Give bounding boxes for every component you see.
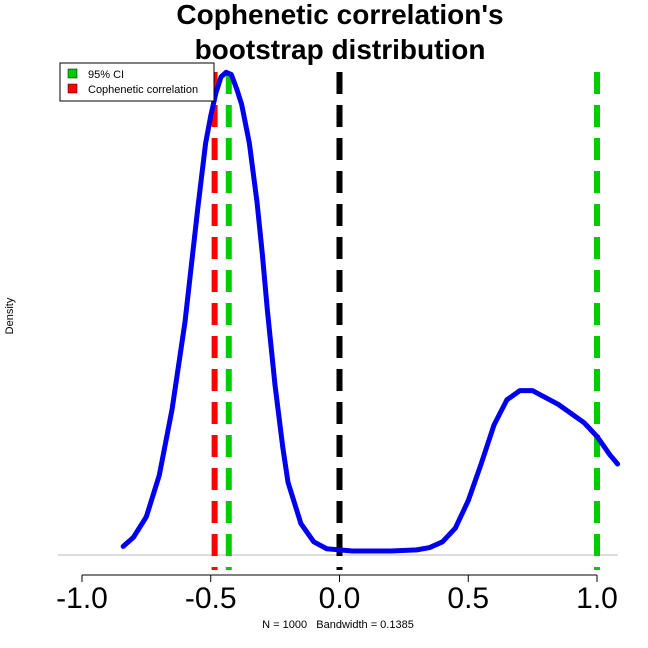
x-tick-label: -0.5 xyxy=(185,582,237,615)
legend-label-ci: 95% CI xyxy=(88,69,124,81)
x-tick-label: -1.0 xyxy=(56,582,108,615)
chart-title-line-1: Cophenetic correlation's xyxy=(176,0,503,30)
reference-lines xyxy=(211,72,600,570)
legend: 95% CI Cophenetic correlation xyxy=(59,62,215,102)
x-tick-label: 0.0 xyxy=(319,582,361,615)
legend-swatch-cophenetic xyxy=(67,83,78,94)
x-axis-label: N = 1000 Bandwidth = 0.1385 xyxy=(262,619,414,631)
x-axis-ticks: -1.0 -0.5 0.0 0.5 1.0 xyxy=(56,575,618,615)
y-axis-label: Density xyxy=(4,297,16,334)
legend-box xyxy=(59,62,215,102)
x-tick-label: 1.0 xyxy=(576,582,618,615)
legend-swatch-ci xyxy=(67,68,78,79)
density-curve xyxy=(120,69,621,554)
legend-label-cophenetic: Cophenetic correlation xyxy=(88,84,198,96)
chart-title-line-2: bootstrap distribution xyxy=(195,34,486,65)
x-tick-label: 0.5 xyxy=(447,582,489,615)
